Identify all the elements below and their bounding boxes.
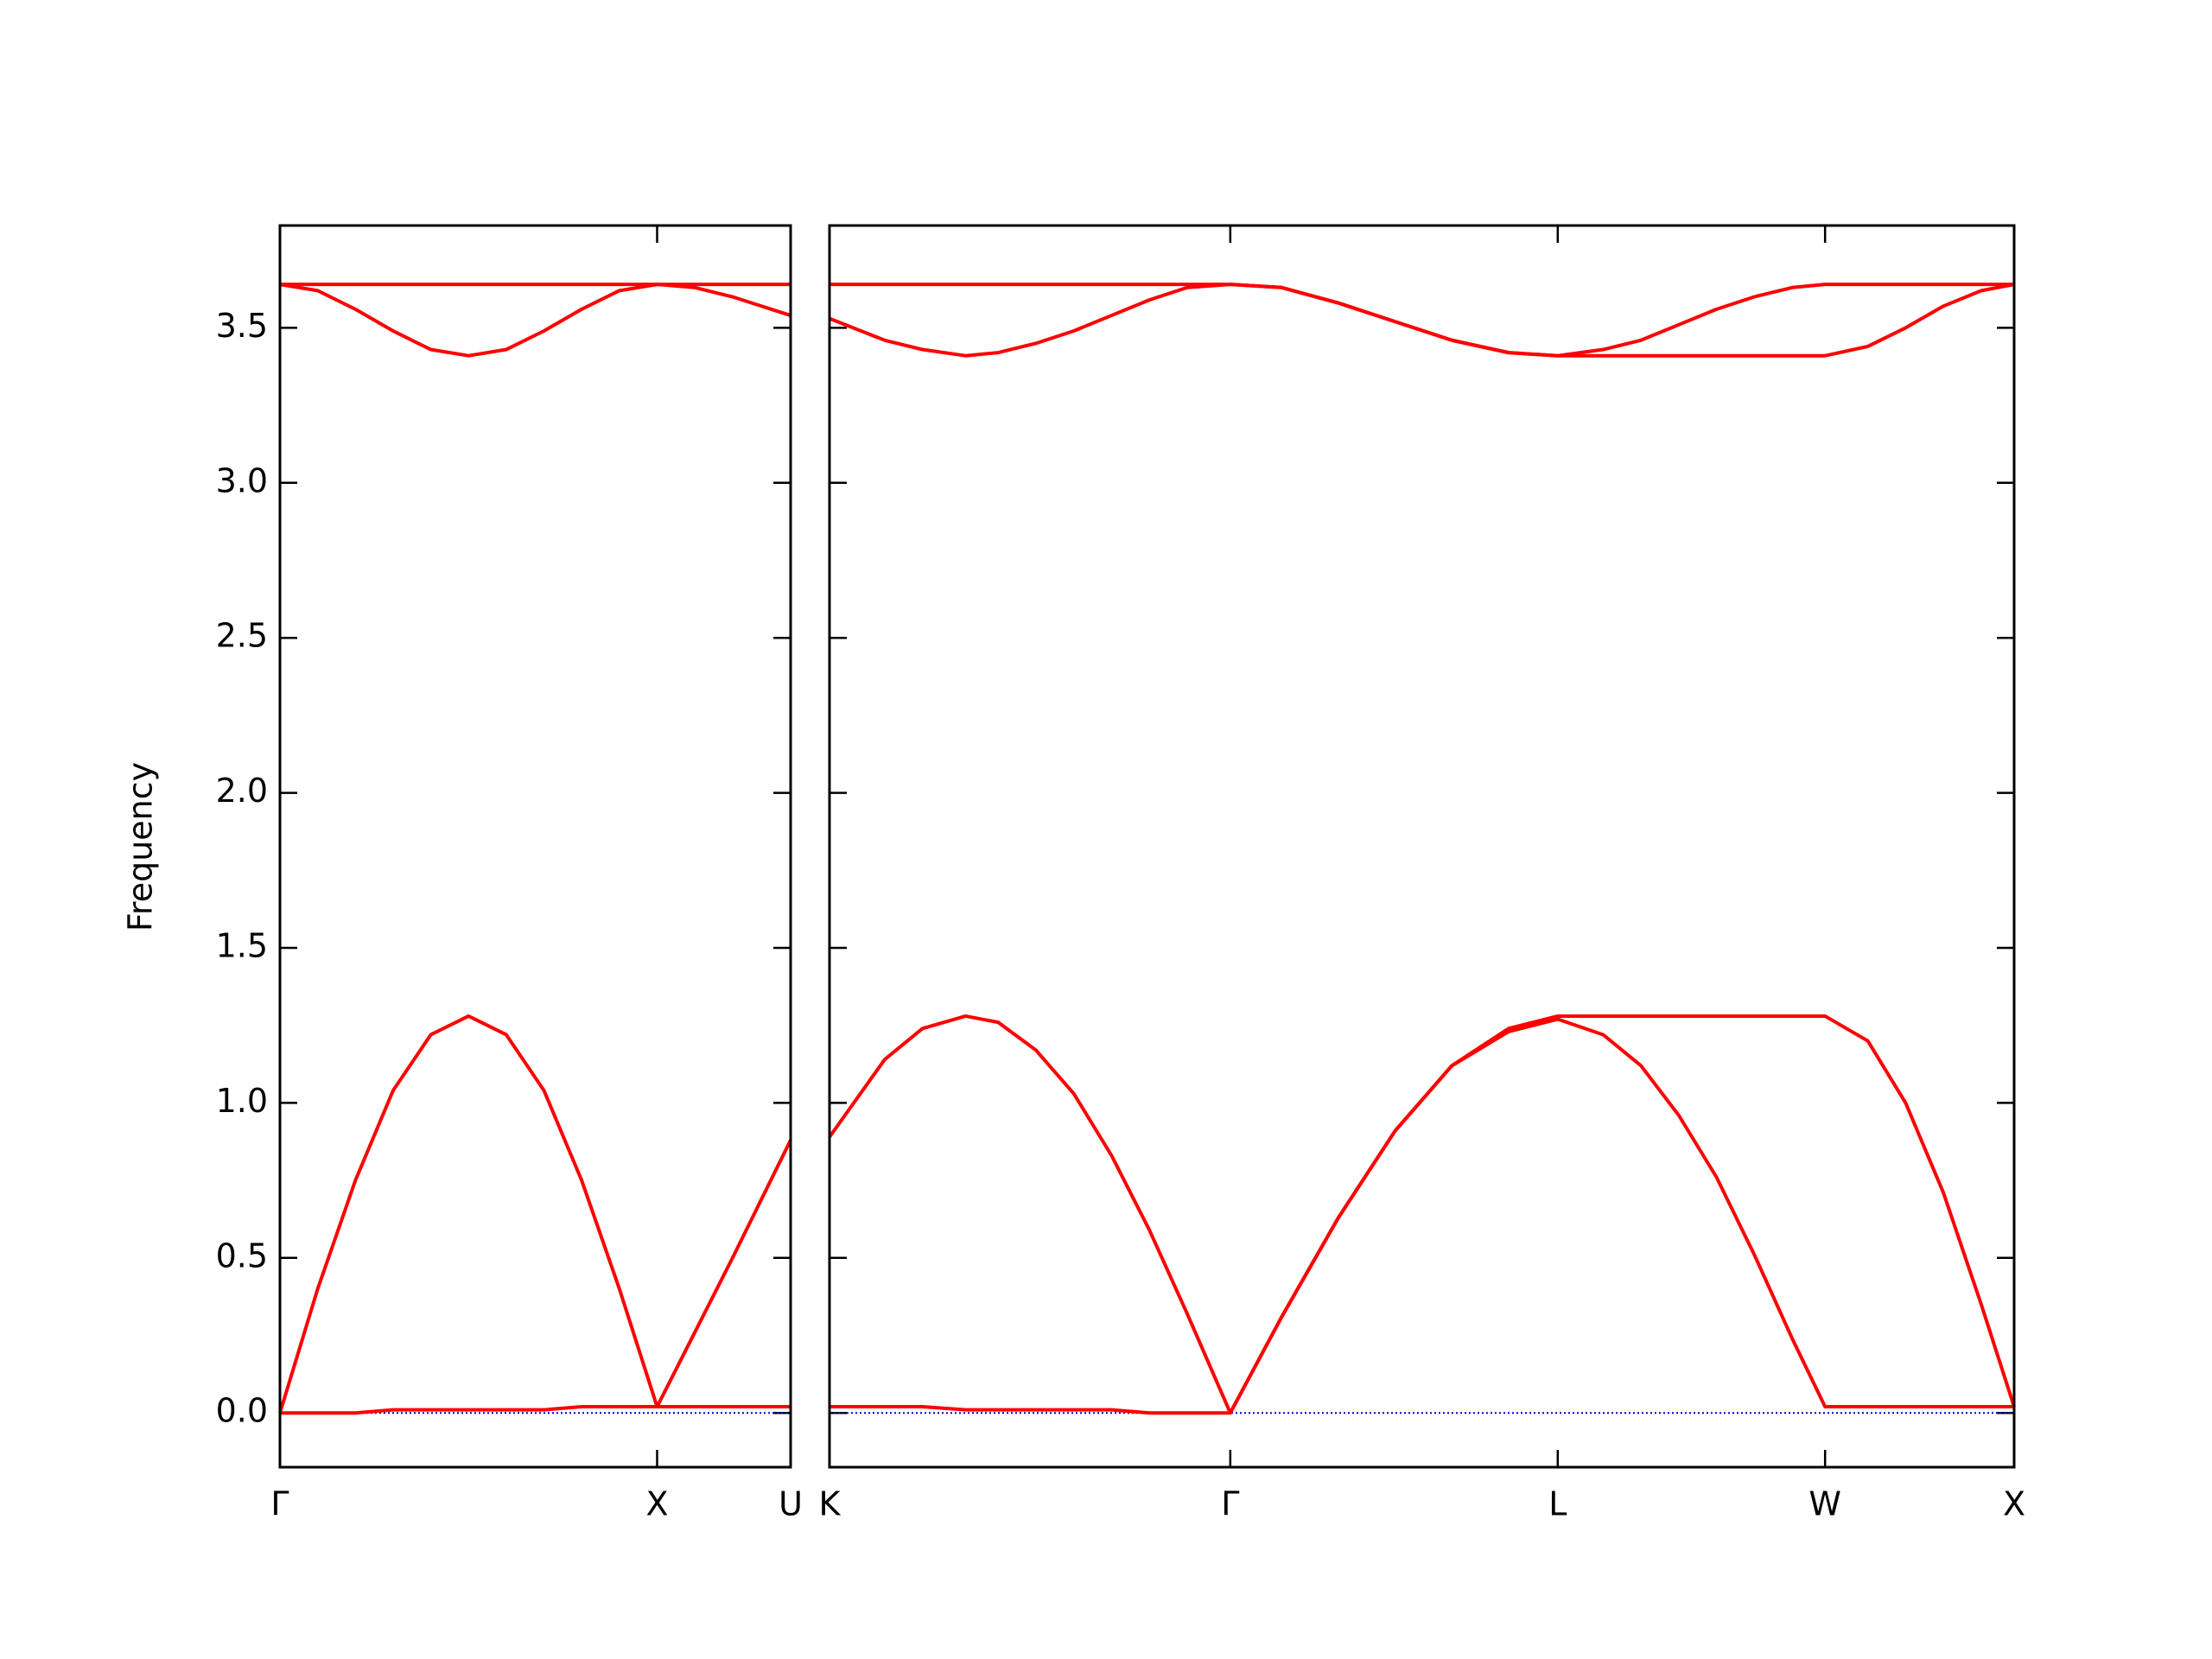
band-line [279, 283, 791, 358]
y-tick-label: 0.0 [216, 1392, 268, 1430]
x-tick-label: X [645, 1485, 668, 1523]
y-tick-label: 3.0 [216, 461, 268, 499]
band-line [278, 1014, 792, 1414]
y-tick-label: 1.0 [216, 1082, 268, 1120]
x-tick-label: K [819, 1485, 842, 1523]
x-tick-label: L [1548, 1485, 1567, 1523]
band-line [828, 1014, 2016, 1415]
band-line [280, 1405, 791, 1415]
y-tick-label: 1.5 [216, 927, 268, 965]
band-line [830, 283, 2014, 358]
x-tick-label: X [2003, 1485, 2025, 1523]
x-tick-label: W [1808, 1485, 1841, 1523]
x-tick-label: U [779, 1485, 803, 1523]
y-tick-label: 2.5 [216, 617, 268, 655]
y-axis-label: Frequency [122, 762, 160, 931]
y-tick-label: 2.0 [216, 772, 268, 810]
band-line [829, 283, 2015, 358]
band-line [830, 1017, 2014, 1415]
x-tick-label: Γ [1221, 1485, 1239, 1523]
y-tick-label: 0.5 [216, 1236, 268, 1274]
plot-frame [828, 224, 2016, 1469]
plot-frame [278, 224, 792, 1469]
y-tick-label: 3.5 [216, 307, 268, 345]
x-tick-label: Γ [270, 1485, 289, 1523]
